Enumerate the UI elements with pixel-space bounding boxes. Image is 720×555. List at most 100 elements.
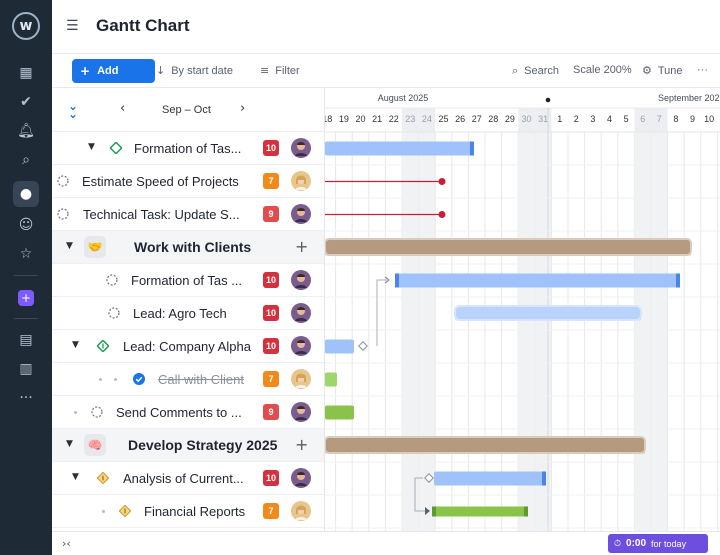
search-button[interactable]: ⌕ Search bbox=[512, 64, 559, 78]
time-tracker-button[interactable]: ⏱︎ 0:00 for today bbox=[608, 534, 708, 553]
task-name[interactable]: Lead: Agro Tech bbox=[133, 306, 227, 321]
check-icon[interactable]: ✔ bbox=[20, 94, 32, 110]
indent-dot bbox=[114, 378, 117, 381]
chevron-left-icon[interactable]: ‹ bbox=[120, 101, 126, 116]
assignee-avatar[interactable] bbox=[291, 204, 311, 224]
task-name[interactable]: Financial Reports bbox=[144, 504, 246, 519]
filter-button[interactable]: ≡ Filter bbox=[260, 64, 300, 77]
add-task-icon[interactable]: + bbox=[295, 435, 309, 454]
chevron-down-icon[interactable]: ▼ bbox=[66, 241, 73, 251]
chevron-down-icon[interactable]: ▼ bbox=[88, 142, 95, 152]
task-row[interactable]: ▼ Lead: Company Alpha 10 bbox=[52, 330, 324, 363]
scale-button[interactable]: Scale 200% bbox=[573, 64, 632, 76]
status-icon[interactable] bbox=[91, 405, 103, 418]
task-row[interactable]: Send Comments to ... 9 bbox=[52, 396, 324, 429]
chart-icon[interactable]: ▥ bbox=[19, 361, 33, 377]
assignee-avatar[interactable] bbox=[291, 468, 311, 488]
rail-divider bbox=[14, 275, 38, 276]
month-label: August 2025 bbox=[378, 93, 429, 103]
grid-icon[interactable]: ▦ bbox=[19, 65, 33, 81]
priority-badge: 10 bbox=[263, 140, 279, 156]
assignee-avatar[interactable] bbox=[291, 138, 311, 158]
task-bar bbox=[432, 506, 528, 517]
task-name[interactable]: Estimate Speed of Projects bbox=[82, 174, 239, 189]
expand-panel-icon[interactable]: ›‹ bbox=[62, 537, 71, 550]
assignee-avatar[interactable] bbox=[291, 270, 311, 290]
status-icon[interactable] bbox=[118, 504, 132, 518]
group-bar-outline bbox=[325, 436, 646, 454]
task-name[interactable]: Send Comments to ... bbox=[116, 405, 242, 420]
assignee-avatar[interactable] bbox=[291, 336, 311, 356]
collapse-all-icon[interactable]: ⌄ ⌄ bbox=[68, 99, 79, 121]
task-bar bbox=[325, 339, 354, 354]
priority-badge: 10 bbox=[263, 305, 279, 321]
indent-dot bbox=[99, 378, 102, 381]
task-name[interactable]: Formation of Tas ... bbox=[131, 273, 243, 288]
day-number: 5 bbox=[624, 114, 629, 124]
weekend-column bbox=[534, 132, 552, 531]
task-row[interactable]: Financial Reports 7 bbox=[52, 495, 324, 528]
task-name[interactable]: Technical Task: Update S... bbox=[83, 207, 240, 222]
hamburger-menu-icon[interactable]: ☰ bbox=[66, 18, 79, 34]
task-name[interactable]: Call with Client bbox=[158, 372, 244, 387]
status-icon[interactable] bbox=[96, 471, 110, 485]
status-icon[interactable] bbox=[109, 141, 123, 155]
bell-icon[interactable]: 🔔︎ bbox=[17, 123, 35, 139]
assignee-avatar[interactable] bbox=[291, 501, 311, 521]
add-button[interactable]: + Add bbox=[72, 59, 155, 83]
filter-icon: ≡ bbox=[260, 64, 270, 77]
day-number: 9 bbox=[690, 114, 695, 124]
add-task-icon[interactable]: + bbox=[295, 237, 309, 256]
task-name[interactable]: Lead: Company Alpha bbox=[123, 339, 251, 354]
task-row[interactable]: ▼ Formation of Tas... 10 bbox=[52, 132, 324, 165]
group-row[interactable]: ▼ 🤝 Work with Clients + bbox=[52, 231, 324, 264]
chevron-down-icon[interactable]: ▼ bbox=[72, 472, 79, 482]
chevron-down-icon[interactable]: ▼ bbox=[66, 439, 73, 449]
task-name[interactable]: Analysis of Current... bbox=[123, 471, 244, 486]
group-row[interactable]: ▼ 🧠 Develop Strategy 2025 + bbox=[52, 429, 324, 462]
status-icon[interactable] bbox=[57, 207, 69, 220]
assignee-avatar[interactable] bbox=[291, 402, 311, 422]
status-icon[interactable] bbox=[96, 339, 110, 353]
timer-value: 0:00 bbox=[626, 538, 647, 549]
chat-icon[interactable]: ● bbox=[13, 181, 39, 207]
users-icon[interactable]: ☺ bbox=[18, 217, 34, 233]
tune-button[interactable]: ⚙ Tune bbox=[642, 64, 683, 77]
task-name[interactable]: Work with Clients bbox=[134, 239, 252, 255]
status-icon[interactable] bbox=[108, 306, 120, 319]
task-name[interactable]: Formation of Tas... bbox=[134, 141, 242, 156]
status-icon[interactable] bbox=[57, 174, 69, 187]
task-bar bbox=[325, 141, 474, 156]
day-number: 8 bbox=[673, 114, 678, 124]
assignee-avatar[interactable] bbox=[291, 303, 311, 323]
task-row[interactable]: ▼ Analysis of Current... 10 bbox=[52, 462, 324, 495]
day-number: 20 bbox=[355, 114, 365, 124]
star-icon[interactable]: ☆ bbox=[19, 246, 33, 262]
task-name[interactable]: Develop Strategy 2025 bbox=[128, 437, 278, 453]
weekend-header-cell bbox=[634, 108, 651, 132]
search-icon[interactable]: ⌕ bbox=[22, 152, 30, 168]
assignee-avatar[interactable] bbox=[291, 171, 311, 191]
day-number: 1 bbox=[557, 114, 562, 124]
task-row[interactable]: Call with Client 7 bbox=[52, 363, 324, 396]
more-button[interactable]: ··· bbox=[697, 64, 708, 76]
gantt-canvas[interactable]: 181920212223242526272829303112345678910A… bbox=[325, 88, 720, 531]
task-row[interactable]: Lead: Agro Tech 10 bbox=[52, 297, 324, 330]
task-row[interactable]: Technical Task: Update S... 9 bbox=[52, 198, 324, 231]
status-icon[interactable] bbox=[106, 273, 118, 286]
day-number: 28 bbox=[488, 114, 498, 124]
chevron-down-icon[interactable]: ▼ bbox=[72, 340, 79, 350]
task-row[interactable]: Estimate Speed of Projects 7 bbox=[52, 165, 324, 198]
status-icon[interactable] bbox=[133, 372, 145, 385]
more-icon[interactable]: ··· bbox=[19, 390, 33, 406]
day-number: 25 bbox=[438, 114, 448, 124]
sort-button[interactable]: ↓ By start date bbox=[156, 64, 233, 77]
today-marker bbox=[545, 97, 551, 103]
assignee-avatar[interactable] bbox=[291, 369, 311, 389]
plus-icon[interactable]: + bbox=[18, 290, 34, 306]
table-icon[interactable]: ▤ bbox=[19, 332, 33, 348]
task-row[interactable]: Formation of Tas ... 10 bbox=[52, 264, 324, 297]
app-logo[interactable]: w bbox=[12, 12, 40, 40]
task-list-header: ⌄ ⌄ ‹ Sep – Oct › bbox=[52, 88, 324, 132]
chevron-right-icon[interactable]: › bbox=[240, 101, 246, 116]
